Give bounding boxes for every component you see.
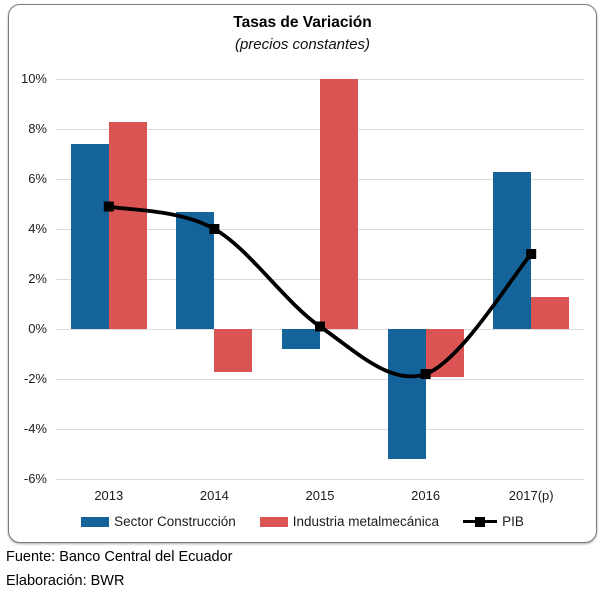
y-axis-tick-label: 6%	[28, 171, 47, 186]
legend-swatch-construccion	[81, 516, 110, 527]
chart-frame: Tasas de Variación (precios constantes) …	[8, 4, 597, 543]
gridline	[56, 478, 584, 480]
bar-metalmecanica-2015	[320, 79, 358, 329]
bar-construccion-2017(p)	[493, 171, 532, 329]
y-axis-tick-label: -6%	[23, 471, 47, 486]
bar-construccion-2013	[70, 144, 109, 329]
y-axis-tick-label: 0%	[28, 321, 47, 336]
x-axis-label-2017(p): 2017(p)	[508, 488, 554, 503]
legend-pib-line-marker-icon	[463, 516, 498, 527]
pib-marker-2016	[420, 369, 431, 379]
footer-source-line: Fuente: Banco Central del Ecuador	[6, 549, 233, 565]
legend-item-metalmecanica: Industria metalmecánica	[259, 514, 440, 529]
legend-item-pib: PIB	[463, 514, 524, 529]
legend-label-pib: PIB	[502, 514, 524, 529]
y-axis-tick-label: 2%	[28, 271, 47, 286]
y-axis-tick-label: -4%	[23, 421, 47, 436]
gridline	[56, 428, 584, 430]
legend-label-construccion: Sector Construcción	[114, 514, 236, 529]
pib-marker-2017(p)	[526, 249, 537, 259]
y-axis-tick-label: -2%	[23, 371, 47, 386]
bar-metalmecanica-2017(p)	[531, 296, 570, 329]
pib-line-layer	[103, 201, 537, 379]
gridline	[56, 378, 584, 380]
pib-marker-2015	[315, 321, 325, 332]
source-footer: Fuente: Banco Central del Ecuador Elabor…	[6, 546, 233, 593]
y-axis-tick-label: 4%	[28, 221, 47, 236]
x-axis-label-2015: 2015	[305, 488, 335, 503]
footer-elaboration-line: Elaboración: BWR	[6, 572, 125, 589]
plot-area: 10% 8% 6% 4% 2% 0% -2% -4% -6% 2013 2014 2015 2016 20…	[21, 71, 584, 503]
x-axis-label-2013: 2013	[94, 488, 124, 503]
pib-marker-2014	[209, 224, 220, 234]
y-axis-tick-label: 10%	[20, 71, 47, 86]
legend-swatch-metalmecanica	[259, 516, 288, 527]
bar-construccion-2015	[282, 329, 320, 349]
bar-metalmecanica-2013	[108, 121, 147, 329]
legend-label-metalmecanica: Industria metalmecánica	[292, 514, 440, 529]
chart-legend: Sector Construcción Industria metalmecán…	[9, 514, 596, 529]
chart-title: Tasas de Variación	[233, 14, 372, 31]
pib-marker-2013	[103, 201, 114, 212]
chart-subtitle: (precios constantes)	[234, 36, 371, 53]
pib-line	[108, 204, 533, 379]
bar-construccion-2016	[387, 329, 426, 459]
x-axis-label-2014: 2014	[199, 488, 229, 503]
bar-metalmecanica-2014	[214, 329, 253, 372]
legend-item-construccion: Sector Construcción	[81, 514, 236, 529]
x-axis-label-2016: 2016	[411, 488, 441, 503]
bar-construccion-2014	[176, 211, 215, 329]
y-axis-tick-label: 8%	[28, 121, 47, 136]
